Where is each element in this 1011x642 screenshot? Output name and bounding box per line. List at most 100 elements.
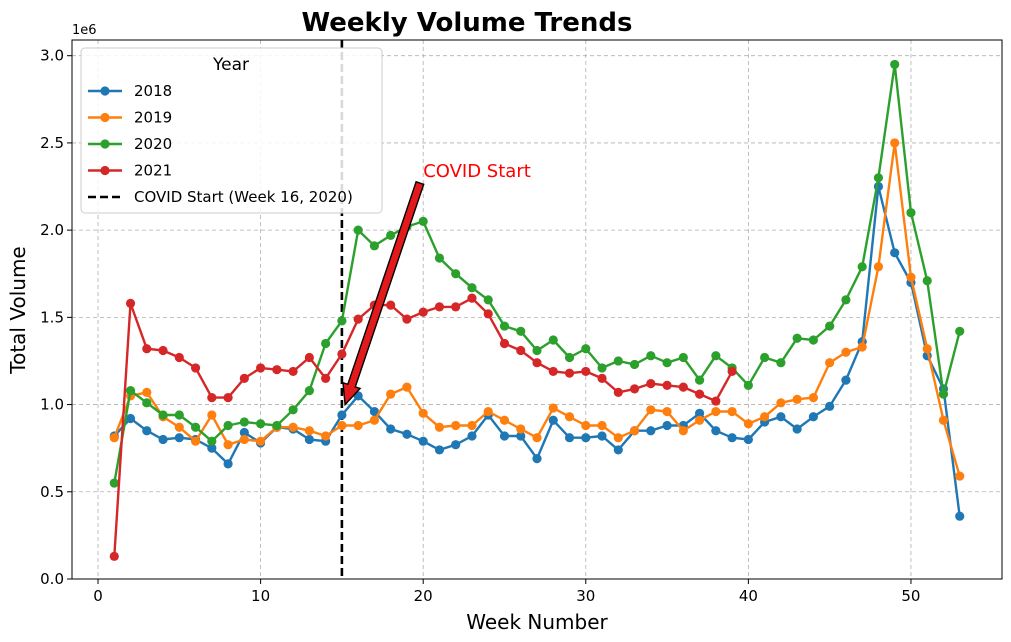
legend-swatch-marker — [100, 86, 110, 96]
data-point-2019 — [239, 434, 249, 445]
legend-item: 2021 — [88, 162, 172, 180]
data-point-2018 — [304, 434, 314, 445]
data-point-2018 — [711, 426, 721, 436]
data-point-2019 — [418, 408, 428, 418]
data-point-2018 — [369, 406, 380, 417]
data-point-2021 — [434, 302, 445, 312]
data-point-2020 — [483, 295, 493, 305]
data-point-2018 — [467, 431, 477, 441]
legend-item: COVID Start (Week 16, 2020) — [88, 188, 353, 206]
y-tick-label: 1.5 — [40, 308, 64, 326]
data-point-2021 — [532, 358, 542, 368]
data-point-2020 — [516, 326, 526, 336]
data-point-2018 — [223, 459, 233, 469]
data-point-2020 — [256, 419, 266, 429]
data-point-2020 — [288, 405, 298, 415]
data-point-2021 — [581, 366, 591, 377]
data-point-2020 — [321, 338, 331, 349]
data-point-2018 — [418, 436, 428, 446]
data-point-2021 — [402, 314, 412, 324]
data-point-2018 — [532, 454, 542, 464]
data-point-2020 — [353, 225, 363, 235]
data-point-2020 — [694, 375, 705, 385]
data-point-2019 — [386, 389, 396, 399]
legend: Year 2018 2019 2020 2021 COVID Start (Week 1… — [80, 47, 383, 214]
data-point-2021 — [239, 373, 249, 384]
data-point-2020 — [841, 295, 851, 305]
data-point-2020 — [564, 352, 575, 363]
data-point-2018 — [207, 443, 217, 453]
data-point-2020 — [223, 420, 233, 431]
data-point-2019 — [532, 433, 542, 443]
plot-frame — [71, 39, 1003, 580]
data-point-2018 — [239, 427, 249, 438]
data-point-2021 — [646, 379, 656, 389]
data-point-2020 — [467, 283, 477, 293]
data-point-2021 — [499, 338, 510, 349]
data-point-2020 — [857, 262, 867, 272]
data-point-2019 — [548, 403, 558, 413]
legend-item: 2018 — [88, 82, 172, 100]
data-point-2019 — [451, 420, 461, 431]
data-point-2018 — [955, 511, 965, 521]
data-point-2021 — [727, 366, 737, 377]
data-point-2018 — [662, 420, 672, 431]
data-point-2018 — [597, 431, 607, 441]
data-point-2021 — [223, 392, 233, 403]
data-point-2020 — [125, 386, 136, 396]
data-point-2020 — [337, 316, 347, 326]
data-point-2019 — [337, 420, 347, 431]
data-point-2018 — [581, 433, 591, 443]
data-point-2021 — [142, 344, 152, 354]
data-point-2018 — [434, 445, 445, 455]
data-point-2021 — [711, 396, 721, 406]
data-point-2019 — [499, 415, 510, 425]
legend-label: 2020 — [134, 135, 172, 153]
data-point-2020 — [662, 358, 672, 368]
data-point-2019 — [483, 406, 493, 417]
x-axis-label: Week Number — [466, 610, 608, 634]
data-point-2021 — [256, 363, 266, 373]
data-point-2021 — [548, 366, 558, 377]
data-point-2020 — [597, 363, 607, 373]
data-point-2021 — [337, 349, 347, 359]
data-point-2020 — [646, 351, 656, 361]
data-point-2021 — [678, 382, 688, 392]
data-point-2019 — [174, 422, 184, 432]
data-point-2018 — [792, 424, 802, 434]
data-point-2020 — [451, 269, 461, 279]
x-tick-label: 10 — [251, 587, 270, 605]
data-point-2018 — [451, 440, 461, 450]
data-point-2021 — [694, 389, 705, 399]
data-point-2021 — [109, 551, 119, 561]
data-point-2021 — [304, 352, 314, 363]
legend-label: COVID Start (Week 16, 2020) — [134, 188, 353, 206]
data-point-2020 — [760, 352, 770, 363]
data-point-2020 — [825, 321, 835, 331]
data-point-2019 — [922, 344, 932, 354]
data-point-2021 — [629, 384, 640, 394]
data-point-2020 — [548, 335, 558, 345]
data-point-2019 — [207, 410, 217, 420]
data-point-2019 — [190, 436, 201, 446]
data-point-2019 — [776, 398, 786, 408]
data-point-2020 — [174, 410, 184, 420]
x-tick-label: 50 — [901, 587, 920, 605]
x-tick-label: 30 — [576, 587, 595, 605]
data-point-2019 — [223, 440, 233, 450]
data-point-2020 — [190, 422, 201, 432]
data-point-2019 — [581, 420, 591, 431]
data-point-2021 — [467, 293, 477, 303]
data-point-2019 — [792, 394, 802, 404]
data-point-2020 — [499, 321, 510, 331]
data-point-2021 — [174, 352, 184, 363]
data-point-2020 — [369, 241, 380, 251]
data-point-2019 — [938, 415, 949, 425]
data-point-2019 — [841, 347, 851, 357]
data-point-2021 — [418, 307, 428, 317]
data-point-2021 — [207, 392, 217, 403]
data-point-2019 — [256, 436, 266, 446]
data-point-2020 — [142, 398, 152, 408]
data-point-2018 — [402, 429, 412, 439]
